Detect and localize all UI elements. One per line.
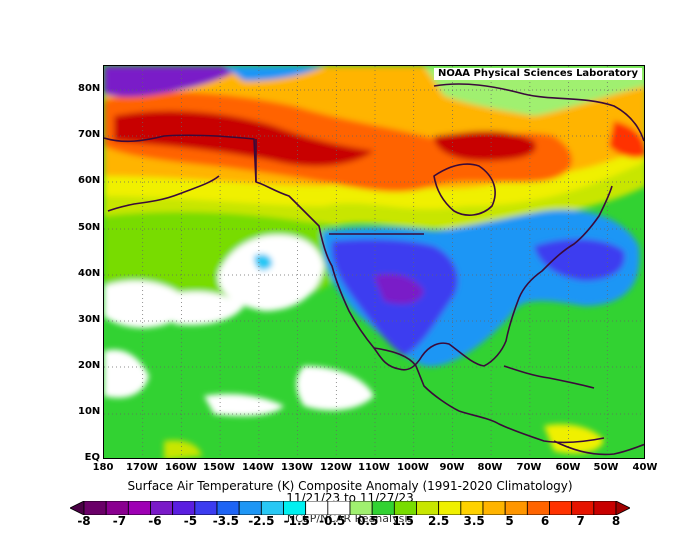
map-title: Surface Air Temperature (K) Composite An… <box>127 479 573 493</box>
coastline-hudson-bay <box>433 163 496 216</box>
graticule <box>104 66 644 458</box>
colorbar-min-arrow <box>70 501 85 515</box>
colorbar-swatch <box>438 501 462 515</box>
anomaly-region-neutral-mexico <box>296 366 374 411</box>
lon-label: 130W <box>281 462 313 473</box>
anomaly-region-neutral-pacific <box>218 234 324 311</box>
colorbar-swatch <box>194 501 218 515</box>
colorbar-tick-label: -1.5 <box>283 514 310 528</box>
lat-label: 40N <box>78 268 101 279</box>
anomaly-region-warm-eq <box>164 440 202 458</box>
lon-label: 80W <box>477 462 503 473</box>
colorbar-tick-label: 2.5 <box>428 514 450 528</box>
colorbar-tick-label: -6 <box>148 514 162 528</box>
colorbar-swatch <box>482 501 506 515</box>
colorbar-tick-label: 8 <box>611 514 621 528</box>
lat-label: 70N <box>78 129 101 140</box>
lat-label: 50N <box>78 222 101 233</box>
lat-label: 20N <box>78 360 101 371</box>
coastline-mexico <box>373 347 460 412</box>
anomaly-region-cold-atlantic <box>534 239 625 281</box>
coastline-caribbean <box>503 365 595 389</box>
lat-label: 60N <box>78 175 101 186</box>
colorbar-swatch <box>83 501 107 515</box>
coastline-arctic-islands <box>433 83 644 142</box>
colorbar-swatch <box>416 501 440 515</box>
lon-label: 180 <box>92 462 114 473</box>
colorbar-swatch <box>216 501 240 515</box>
colorbar-max-arrow <box>615 501 630 515</box>
lon-label: 170W <box>126 462 158 473</box>
colorbar-tick-label: 7 <box>576 514 585 528</box>
colorbar-swatch <box>327 501 351 515</box>
colorbar-tick-label: 3.5 <box>463 514 485 528</box>
anomaly-map <box>104 66 644 458</box>
coastline-central-america <box>458 410 605 444</box>
colorbar-swatch <box>371 501 395 515</box>
lat-label: 10N <box>78 406 101 417</box>
colorbar-swatch <box>283 501 307 515</box>
lat-label: 30N <box>78 314 101 325</box>
colorbar-swatch <box>150 501 174 515</box>
colorbar-swatch <box>460 501 484 515</box>
anomaly-region-coldest-us <box>374 274 424 304</box>
lon-label: 90W <box>439 462 465 473</box>
anomaly-region-hot-hudson <box>434 131 536 161</box>
anomaly-region-warm-sa <box>544 424 604 454</box>
colorbar-tick-label: -3.5 <box>212 514 239 528</box>
colorbar-swatch <box>127 501 151 515</box>
coastlines <box>104 83 644 456</box>
lon-label: 60W <box>555 462 581 473</box>
map-panel: NOAA Physical Sciences Laboratory <box>103 65 645 459</box>
lon-label: 100W <box>397 462 429 473</box>
anomaly-region-neutral-south <box>104 349 149 398</box>
colorbar-tick-label: 1.5 <box>392 514 414 528</box>
anomaly-region-arctic-cold <box>104 66 244 97</box>
colorbar-tick-label: -7 <box>112 514 127 528</box>
lon-label: 150W <box>203 462 235 473</box>
lab-label: NOAA Physical Sciences Laboratory <box>433 68 642 80</box>
colorbar-swatch <box>393 501 417 515</box>
colorbar-tick-label: -8 <box>77 514 91 528</box>
lon-label: 110W <box>358 462 390 473</box>
colorbar-swatch <box>549 501 573 515</box>
colorbar-swatch <box>571 501 595 515</box>
lon-label: 50W <box>593 462 619 473</box>
colorbar-tick-label: 6 <box>540 514 550 528</box>
data-source: NCEP/NCAR Reanalysis <box>286 512 414 525</box>
colorbar-swatch <box>504 501 528 515</box>
colorbar-swatch <box>105 501 129 515</box>
coastline-west-na <box>104 134 485 371</box>
colorbar-swatch <box>260 501 284 515</box>
coastline-south-america <box>553 440 644 456</box>
anomaly-region-neutral-mid <box>164 291 244 326</box>
lon-label: 70W <box>516 462 542 473</box>
colorbar-tick-label: 5 <box>505 514 514 528</box>
colorbar-swatch <box>238 501 262 515</box>
lon-label: 120W <box>320 462 352 473</box>
anomaly-region-neutral-west <box>104 280 185 328</box>
colorbar-swatch <box>349 501 373 515</box>
lat-label: 80N <box>78 83 101 94</box>
lon-label: 140W <box>242 462 274 473</box>
colorbar-swatch <box>305 501 329 515</box>
anomaly-region-neutral-tropics <box>204 394 284 416</box>
colorbar-tick-label: -5 <box>183 514 198 528</box>
coastline-aleutians <box>107 175 220 212</box>
colorbar-swatch <box>526 501 550 515</box>
anomaly-region-arctic-cool <box>224 66 324 81</box>
colorbar <box>70 501 630 515</box>
lon-label: 160W <box>165 462 197 473</box>
colorbar-tick-label: 0.5 <box>357 514 379 528</box>
lat-label: EQ <box>84 452 100 463</box>
colorbar-swatch <box>172 501 196 515</box>
colorbar-tick-label: -0.5 <box>319 514 346 528</box>
lon-label: 40W <box>632 462 658 473</box>
anomaly-region-hot-greenland <box>609 121 644 158</box>
colorbar-tick-label: -2.5 <box>248 514 275 528</box>
colorbar-swatch <box>593 501 617 515</box>
coastline-east-na <box>483 185 613 367</box>
